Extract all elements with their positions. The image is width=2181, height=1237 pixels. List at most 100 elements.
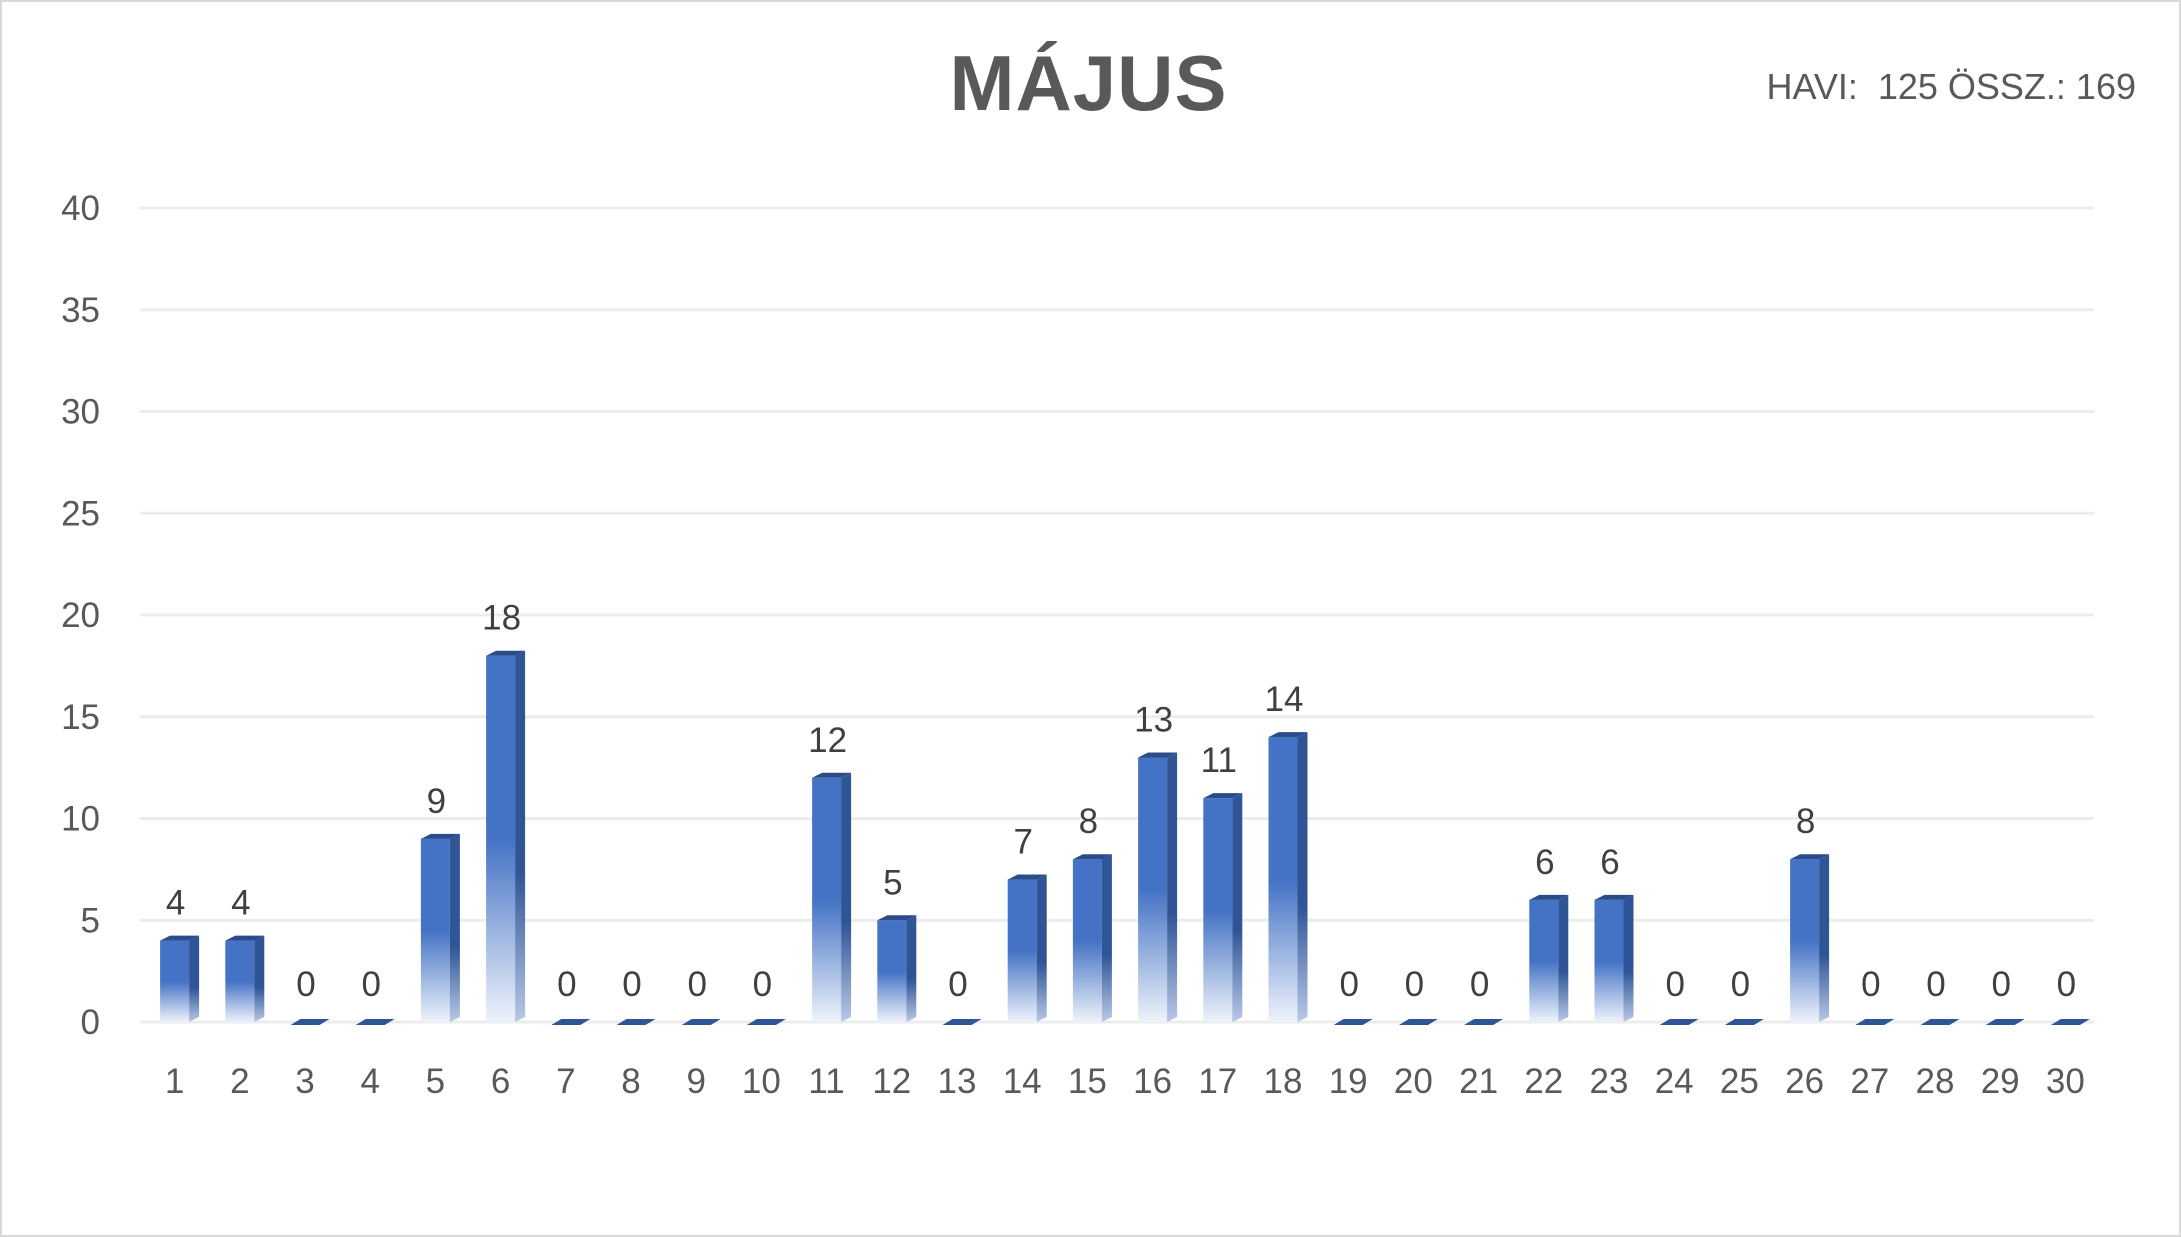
data-label: 13 bbox=[1134, 700, 1173, 739]
bar-front bbox=[160, 940, 190, 1022]
data-label: 8 bbox=[1796, 802, 1815, 841]
data-label: 9 bbox=[427, 782, 446, 821]
x-tick-label: 15 bbox=[1068, 1062, 1107, 1101]
x-tick-label: 24 bbox=[1655, 1062, 1694, 1101]
bar bbox=[1920, 1019, 1960, 1025]
bar-front bbox=[1072, 859, 1102, 1022]
bar-side bbox=[1297, 732, 1308, 1022]
bar-top bbox=[1985, 1019, 2025, 1025]
x-tick-label: 7 bbox=[556, 1062, 575, 1101]
bar-top bbox=[877, 915, 917, 921]
data-label: 0 bbox=[948, 965, 967, 1004]
bar-front bbox=[225, 940, 255, 1022]
data-label: 0 bbox=[622, 965, 641, 1004]
x-tick-label: 16 bbox=[1133, 1062, 1172, 1101]
bar-top bbox=[1920, 1019, 1960, 1025]
bar-top bbox=[420, 833, 460, 839]
data-label: 5 bbox=[883, 863, 902, 902]
x-tick-label: 17 bbox=[1198, 1062, 1237, 1101]
bar bbox=[1268, 732, 1308, 1022]
bar bbox=[1724, 1019, 1764, 1025]
bar-side bbox=[1167, 752, 1178, 1022]
bar bbox=[616, 1019, 656, 1025]
y-tick-label: 5 bbox=[81, 901, 100, 940]
x-tick-label: 12 bbox=[872, 1062, 911, 1101]
bar-side bbox=[1819, 854, 1830, 1022]
x-tick-label: 8 bbox=[621, 1062, 640, 1101]
y-tick-label: 35 bbox=[61, 291, 100, 330]
bar-side bbox=[254, 935, 265, 1022]
bar-top bbox=[160, 935, 200, 941]
y-tick-label: 25 bbox=[61, 494, 100, 533]
bar-front bbox=[486, 655, 516, 1022]
bar bbox=[1790, 854, 1830, 1022]
x-tick-label: 20 bbox=[1394, 1062, 1433, 1101]
data-label: 0 bbox=[1926, 965, 1945, 1004]
bar-side bbox=[1232, 793, 1243, 1022]
bar bbox=[1855, 1019, 1895, 1025]
bar bbox=[1464, 1019, 1504, 1025]
bar bbox=[1529, 894, 1569, 1022]
bar bbox=[1333, 1019, 1373, 1025]
data-labels: 4 4 0 0 9 18 0 0 0 0 12 5 0 7 8 13 11 14 0 0 0 6 6 0 0 8 0 0 0 0 bbox=[166, 599, 2076, 1004]
data-label: 0 bbox=[2057, 965, 2076, 1004]
bar-top bbox=[1594, 894, 1634, 900]
data-label: 6 bbox=[1600, 843, 1619, 882]
bar-front bbox=[1594, 899, 1624, 1022]
bar bbox=[942, 1019, 982, 1025]
data-label: 11 bbox=[1201, 741, 1237, 780]
bar-top bbox=[1333, 1019, 1373, 1025]
x-tick-label: 2 bbox=[230, 1062, 249, 1101]
bar bbox=[681, 1019, 721, 1025]
x-tick-label: 11 bbox=[808, 1062, 844, 1101]
bar bbox=[551, 1019, 591, 1025]
y-tick-label: 10 bbox=[61, 800, 100, 839]
bar bbox=[160, 935, 200, 1022]
x-tick-label: 1 bbox=[165, 1062, 184, 1101]
bar-top bbox=[1398, 1019, 1438, 1025]
bar-side bbox=[906, 915, 917, 1022]
bar-front bbox=[1268, 737, 1298, 1022]
bars bbox=[160, 650, 2090, 1025]
y-tick-label: 15 bbox=[61, 698, 100, 737]
bar bbox=[877, 915, 917, 1022]
y-axis-ticks: 0 5 10 15 20 25 30 35 40 bbox=[61, 189, 100, 1042]
bar bbox=[1985, 1019, 2025, 1025]
data-label: 7 bbox=[1013, 823, 1032, 862]
x-tick-label: 10 bbox=[742, 1062, 781, 1101]
bar-side bbox=[1101, 854, 1112, 1022]
bar-top bbox=[681, 1019, 721, 1025]
data-label: 0 bbox=[1991, 965, 2010, 1004]
bar-side bbox=[841, 772, 852, 1022]
bar-side bbox=[1623, 894, 1634, 1022]
data-label: 0 bbox=[1470, 965, 1489, 1004]
bar-top bbox=[1138, 752, 1178, 758]
bar bbox=[1072, 854, 1112, 1022]
bar bbox=[486, 650, 526, 1022]
x-tick-label: 25 bbox=[1720, 1062, 1759, 1101]
bar-side bbox=[515, 650, 526, 1022]
x-tick-label: 23 bbox=[1590, 1062, 1629, 1101]
bar-front bbox=[1007, 879, 1037, 1022]
bar-top bbox=[290, 1019, 330, 1025]
bar-front bbox=[1203, 798, 1233, 1022]
bar-top bbox=[942, 1019, 982, 1025]
summary-text: HAVI: 125 ÖSSZ.: 169 bbox=[1766, 66, 2136, 107]
y-tick-label: 30 bbox=[61, 393, 100, 432]
bar-front bbox=[1138, 757, 1168, 1022]
bar-top bbox=[616, 1019, 656, 1025]
bar-top bbox=[1855, 1019, 1895, 1025]
x-tick-label: 29 bbox=[1981, 1062, 2020, 1101]
bar-top bbox=[225, 935, 265, 941]
bar-side bbox=[449, 833, 460, 1022]
bar-top bbox=[355, 1019, 395, 1025]
bar bbox=[420, 833, 460, 1022]
data-label: 0 bbox=[1665, 965, 1684, 1004]
bar-top bbox=[812, 772, 852, 778]
bar-top bbox=[1203, 793, 1243, 799]
bar-top bbox=[1268, 732, 1308, 738]
data-label: 12 bbox=[808, 721, 847, 760]
x-tick-label: 13 bbox=[938, 1062, 977, 1101]
